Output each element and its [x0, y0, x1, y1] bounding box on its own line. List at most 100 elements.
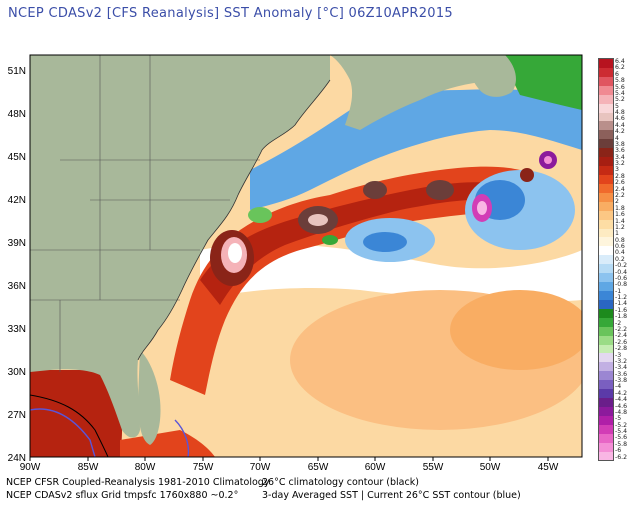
colorbar-label: 3.4 [615, 153, 625, 161]
lon-label: 85W [78, 462, 99, 473]
colorbar-label: -4.8 [615, 408, 628, 416]
colorbar-label: 1 [615, 230, 619, 238]
colorbar-swatch [599, 121, 613, 131]
colorbar-label: 6 [615, 70, 619, 78]
colorbar-label: 4.4 [615, 121, 625, 129]
colorbar-label: 0.8 [615, 236, 625, 244]
colorbar-swatch [599, 228, 613, 238]
colorbar-swatch [599, 353, 613, 363]
gulf-stream-anomaly [170, 166, 525, 395]
colorbar-label: -2.6 [615, 338, 628, 346]
colorbar-swatch [599, 157, 613, 167]
colorbar-label: -1.4 [615, 300, 628, 308]
colorbar-label: -5.6 [615, 434, 628, 442]
colorbar-swatch [599, 308, 613, 318]
colorbar-swatch [599, 103, 613, 113]
colorbar-label: -3.4 [615, 364, 628, 372]
colorbar-swatch [599, 299, 613, 309]
colorbar-swatch [599, 317, 613, 327]
colorbar-swatch [599, 139, 613, 149]
colorbar-label: -1.8 [615, 313, 628, 321]
footer-line-2: NCEP CDASv2 sflux Grid tmpsfc 1760x880 ~… [6, 490, 521, 501]
colorbar-label: -2.8 [615, 345, 628, 353]
colorbar-label: -3.2 [615, 357, 628, 365]
colorbar-label: -3.8 [615, 377, 628, 385]
footer-climatology-text: NCEP CFSR Coupled-Reanalysis 1981-2010 C… [6, 477, 270, 488]
colorbar-label: -5 [615, 415, 622, 423]
colorbar-label: -6 [615, 447, 622, 455]
lon-label: 50W [480, 462, 501, 473]
colorbar-label: 0.6 [615, 243, 625, 251]
north-america-land [30, 55, 330, 438]
lon-label: 90W [20, 462, 41, 473]
colorbar-swatch [599, 424, 613, 434]
map-title: NCEP CDASv2 [CFS Reanalysis] SST Anomaly… [8, 6, 453, 21]
green-patch-39n [322, 235, 338, 245]
colorbar-swatch [599, 335, 613, 345]
colorbar-label: -1 [615, 287, 622, 295]
green-patch-42n [248, 207, 272, 223]
colorbar-label: 4 [615, 134, 619, 142]
colorbar-label: -2 [615, 319, 622, 327]
colorbar-swatch [599, 442, 613, 452]
lat-label: 42N [8, 195, 26, 206]
colorbar-swatch [599, 290, 613, 300]
colorbar-label: 2.4 [615, 185, 625, 193]
lat-label: 36N [8, 281, 26, 292]
gulf-of-mexico-warm [30, 370, 123, 457]
colorbar-label: 2.6 [615, 179, 625, 187]
colorbar-swatch [599, 326, 613, 336]
lat-label: 48N [8, 109, 26, 120]
newfoundland-land [469, 55, 516, 97]
colorbar-swatch [599, 255, 613, 265]
colorbar-label: 3 [615, 166, 619, 174]
colorbar-label: -4.2 [615, 389, 628, 397]
colorbar-swatch [599, 389, 613, 399]
colorbar-label: -0.8 [615, 281, 628, 289]
colorbar-label: 4.2 [615, 128, 625, 136]
colorbar-swatch [599, 282, 613, 291]
colorbar-label: -3 [615, 351, 622, 359]
colorbar-swatch [599, 210, 613, 220]
labrador-green [500, 55, 582, 110]
red-spot-47w [520, 168, 534, 182]
colorbar-label: 5.8 [615, 77, 625, 85]
lon-label: 45W [538, 462, 559, 473]
neutral-band [200, 243, 582, 302]
colorbar-label: -2.4 [615, 332, 628, 340]
colorbar-label: 0.2 [615, 255, 625, 263]
colorbar-label: -5.4 [615, 428, 628, 436]
lon-label: 55W [423, 462, 444, 473]
colorbar-swatch [599, 451, 613, 461]
colorbar-swatch [599, 237, 613, 247]
colorbar-label: 5.4 [615, 89, 625, 97]
lon-label: 65W [308, 462, 329, 473]
colorbar-label: -6.2 [615, 453, 628, 461]
colorbar-swatch [599, 67, 613, 77]
current-contour-26c [30, 408, 96, 457]
canada-maritimes-land [330, 55, 504, 130]
colorbar-swatch [599, 148, 613, 158]
colorbar-swatch [599, 112, 613, 122]
colorbar-label: -4.6 [615, 402, 628, 410]
lat-label: 30N [8, 367, 26, 378]
lon-label: 80W [135, 462, 156, 473]
colorbar-label: 6.4 [615, 58, 625, 65]
colorbar-label: 2.2 [615, 192, 625, 199]
lon-label: 70W [250, 462, 271, 473]
colorbar-label: 4.8 [615, 109, 625, 117]
colorbar-label: -3.6 [615, 370, 628, 378]
scotian-shelf-cold [250, 89, 582, 210]
colorbar-swatch [599, 380, 613, 390]
lat-label: 39N [8, 238, 26, 249]
colorbar-label: 0.4 [615, 249, 625, 257]
colorbar-swatch [599, 59, 613, 68]
colorbar-label: 5.2 [615, 96, 625, 104]
colorbar-label: 6.2 [615, 64, 625, 72]
lat-label: 51N [8, 66, 26, 77]
colorbar-swatch [599, 183, 613, 193]
climatology-contour-26c [30, 394, 109, 457]
current-contour-26c-east [174, 419, 190, 457]
colorbar-swatch [599, 174, 613, 184]
